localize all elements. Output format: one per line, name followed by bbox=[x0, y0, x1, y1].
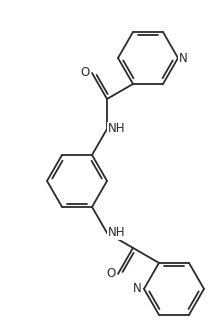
Text: O: O bbox=[107, 267, 116, 280]
Text: NH: NH bbox=[108, 122, 126, 136]
Text: N: N bbox=[179, 51, 188, 64]
Text: O: O bbox=[81, 67, 90, 80]
Text: NH: NH bbox=[108, 226, 126, 239]
Text: N: N bbox=[133, 282, 142, 295]
